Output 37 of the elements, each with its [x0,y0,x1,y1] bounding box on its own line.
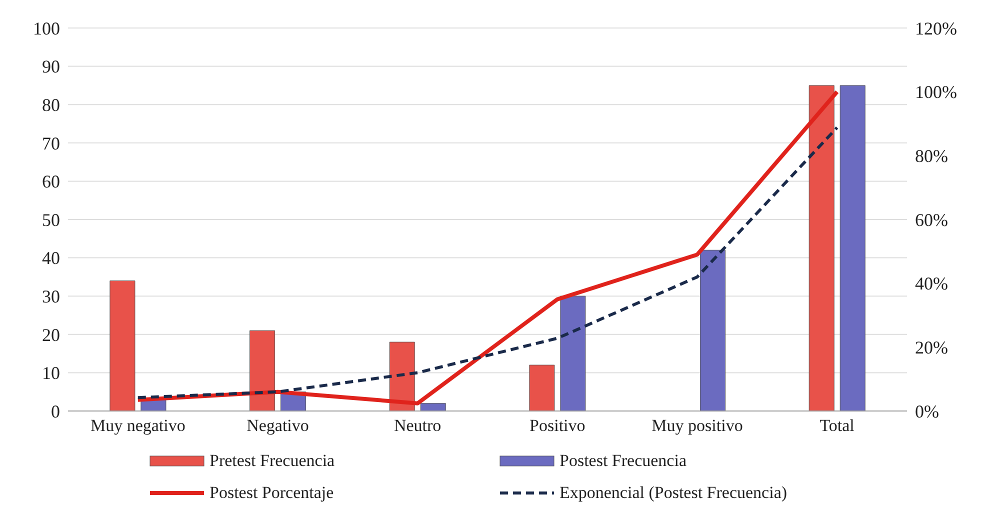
x-tick-label: Muy negativo [90,416,186,436]
bar [250,330,276,411]
y-tick-label: 60 [42,172,60,192]
bar [389,342,415,411]
y2-tick-label: 80% [915,146,948,166]
y2-tick-label: 120% [915,18,957,38]
y-tick-label: 50 [42,210,60,230]
x-tick-label: Negativo [246,416,309,436]
legend-label: Postest Porcentaje [210,483,334,503]
bar [840,85,866,411]
x-tick-label: Neutro [394,416,442,436]
bar [529,364,555,411]
y2-tick-label: 40% [915,274,948,294]
y-tick-label: 20 [42,324,60,345]
bar [700,250,726,411]
y-tick-label: 80 [42,94,60,115]
x-tick-label: Muy positivo [652,416,743,436]
y-tick-label: 30 [42,286,60,306]
bar [110,280,136,411]
y2-tick-label: 60% [915,210,948,230]
y-tick-label: 90 [42,56,60,77]
legend-label: Postest Frecuencia [560,451,686,471]
y2-tick-label: 0% [915,401,939,422]
y2-tick-label: 20% [915,338,948,358]
y-tick-label: 70 [42,133,60,154]
y-tick-label: 10 [42,363,60,384]
y-tick-label: 0 [51,401,60,422]
x-tick-label: Total [820,416,855,436]
y2-tick-label: 100% [915,82,957,102]
x-tick-label: Positivo [530,416,586,436]
legend-label: Exponencial (Postest Frecuencia) [560,483,788,503]
y-tick-label: 40 [42,248,60,268]
y-tick-label: 100 [33,18,60,38]
bar [420,403,446,411]
legend-label: Pretest Frecuencia [210,451,335,471]
bar [808,85,834,411]
bar [560,296,586,411]
